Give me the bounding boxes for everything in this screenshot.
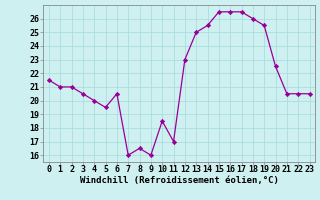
X-axis label: Windchill (Refroidissement éolien,°C): Windchill (Refroidissement éolien,°C)	[80, 176, 279, 185]
